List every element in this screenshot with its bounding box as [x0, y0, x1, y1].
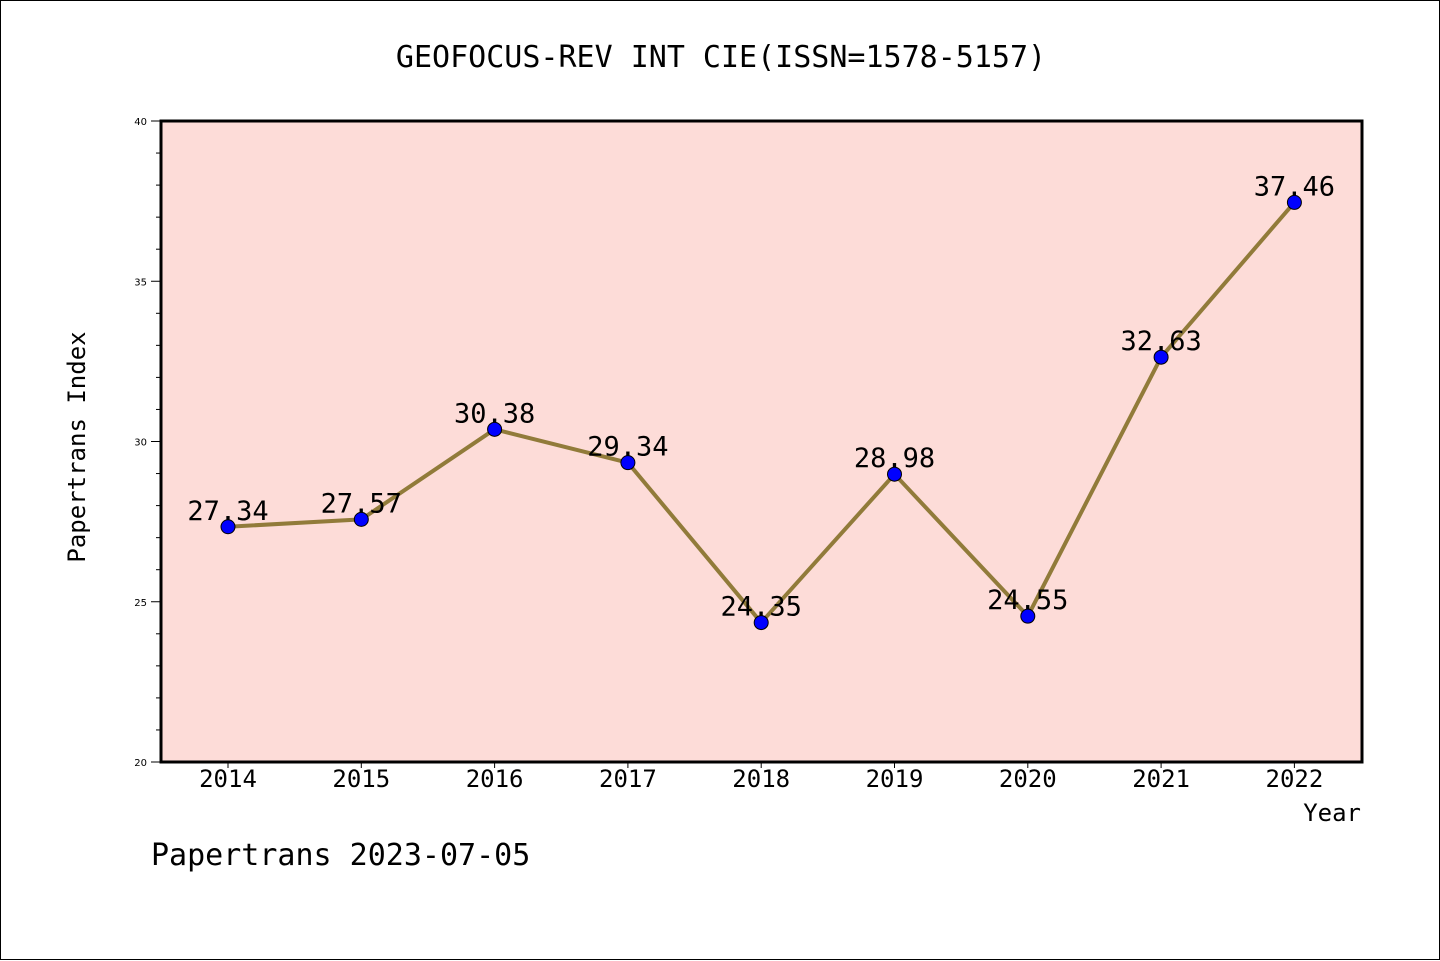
data-point-marker — [1020, 608, 1036, 624]
data-point-marker — [1153, 349, 1169, 365]
y-axis: 20 25 30 35 40 — [134, 117, 161, 769]
data-point-marker — [220, 519, 236, 535]
x-tick-label: 2016 — [466, 765, 524, 793]
data-point-label: 32.63 — [1120, 326, 1201, 357]
data-point-label: 29.34 — [587, 432, 668, 463]
x-tick-label: 2022 — [1266, 765, 1324, 793]
x-tick-label: 2018 — [732, 765, 790, 793]
x-tick-label: 2021 — [1132, 765, 1190, 793]
data-point-label: 27.57 — [321, 488, 402, 519]
x-axis-title: Year — [1303, 799, 1361, 827]
y-tick-label: 35 — [134, 277, 147, 288]
data-point-label: 27.34 — [187, 496, 268, 527]
x-tick-label: 2017 — [599, 765, 657, 793]
y-axis-title: Papertrans Index — [63, 331, 91, 562]
y-tick-label: 40 — [134, 117, 147, 128]
data-point-marker — [753, 615, 769, 631]
data-point-marker — [487, 421, 503, 437]
data-point-label: 28.98 — [854, 443, 935, 474]
x-tick-label: 2015 — [332, 765, 390, 793]
x-tick-label: 2019 — [866, 765, 924, 793]
data-point-marker — [620, 455, 636, 471]
y-tick-label: 30 — [134, 438, 147, 449]
x-tick-label: 2014 — [199, 765, 257, 793]
chart-title: GEOFOCUS-REV INT CIE(ISSN=1578-5157) — [396, 40, 1046, 75]
plot-area — [159, 119, 1364, 764]
series-layer — [220, 194, 1302, 631]
data-point-label: 30.38 — [454, 398, 535, 429]
data-point-marker — [887, 466, 902, 482]
x-tick-label: 2020 — [999, 765, 1057, 793]
footer-source-date: Papertrans 2023-07-05 — [151, 838, 530, 873]
x-axis: 2014 2015 2016 2017 2018 2019 2020 2021 2022 — [199, 762, 1323, 793]
data-point-marker — [353, 511, 369, 527]
y-tick-label: 25 — [134, 598, 147, 609]
y-tick-label: 20 — [134, 758, 147, 769]
data-point-label: 24.55 — [987, 585, 1068, 616]
data-point-label: 24.35 — [721, 592, 802, 623]
data-labels: 27.34 27.57 30.38 29.34 24.35 28.98 24.55 32.63… — [187, 171, 1335, 622]
data-point-label: 37.46 — [1254, 171, 1335, 202]
data-point-marker — [1286, 194, 1302, 210]
